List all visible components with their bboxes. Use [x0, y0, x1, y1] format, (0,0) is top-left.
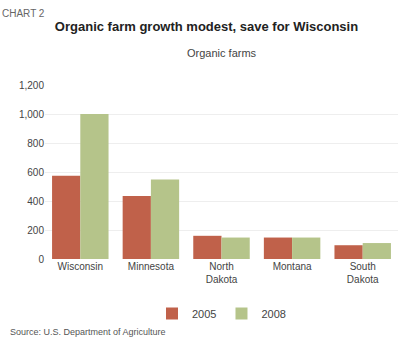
- svg-text:Montana: Montana: [273, 261, 312, 272]
- svg-text:Wisconsin: Wisconsin: [58, 261, 104, 272]
- svg-text:2005: 2005: [192, 308, 216, 320]
- svg-text:1,200: 1,200: [19, 80, 44, 91]
- svg-text:NorthDakota: NorthDakota: [206, 261, 238, 285]
- svg-text:Source: U.S. Department of Agr: Source: U.S. Department of Agriculture: [10, 327, 166, 337]
- svg-text:600: 600: [27, 167, 44, 178]
- svg-text:0: 0: [38, 254, 44, 265]
- svg-text:1,000: 1,000: [19, 109, 44, 120]
- svg-text:SouthDakota: SouthDakota: [347, 261, 379, 285]
- svg-text:CHART 2: CHART 2: [2, 8, 45, 19]
- svg-text:2008: 2008: [261, 308, 285, 320]
- svg-text:Organic farms: Organic farms: [187, 47, 257, 59]
- svg-text:200: 200: [27, 225, 44, 236]
- svg-text:Minnesota: Minnesota: [128, 261, 175, 272]
- svg-text:Organic farm growth modest, sa: Organic farm growth modest, save for Wis…: [55, 19, 358, 34]
- svg-text:400: 400: [27, 196, 44, 207]
- svg-text:800: 800: [27, 138, 44, 149]
